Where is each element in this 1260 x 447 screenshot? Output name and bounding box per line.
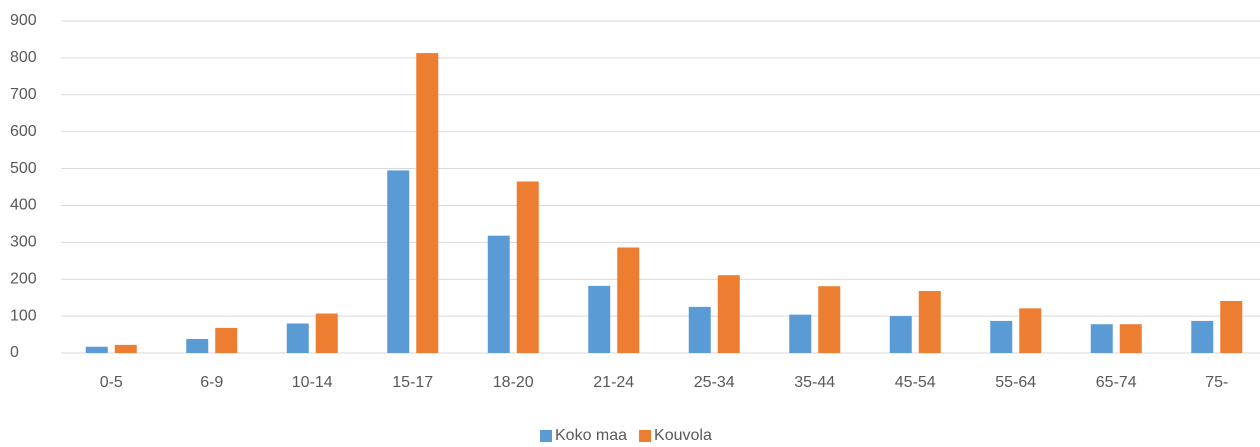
bar [1019, 308, 1042, 353]
bar [85, 346, 108, 353]
bar [1119, 324, 1142, 353]
bar [1220, 300, 1243, 353]
bar [617, 247, 640, 353]
x-tick-label: 65-74 [1096, 374, 1137, 391]
bar [186, 338, 209, 353]
y-tick-label: 200 [10, 270, 37, 287]
x-tick-label: 10-14 [292, 374, 333, 391]
x-tick-label: 35-44 [794, 374, 835, 391]
x-tick-label: 75- [1205, 374, 1228, 391]
bar [818, 286, 841, 353]
x-tick-label: 25-34 [694, 374, 735, 391]
y-tick-label: 700 [10, 86, 37, 103]
y-tick-label: 0 [10, 344, 19, 361]
bar [215, 327, 238, 353]
bar [1090, 324, 1113, 353]
bar [789, 314, 812, 353]
x-tick-label: 21-24 [593, 374, 634, 391]
bar [918, 291, 941, 353]
y-tick-label: 400 [10, 197, 37, 214]
bar [1191, 320, 1214, 353]
bar [487, 235, 510, 353]
bar [889, 316, 912, 353]
bar [286, 323, 309, 353]
x-tick-label: 55-64 [995, 374, 1036, 391]
legend-swatch [639, 430, 652, 442]
bar [416, 53, 439, 354]
bar [990, 320, 1013, 353]
x-tick-label: 45-54 [895, 374, 936, 391]
y-tick-label: 600 [10, 123, 37, 140]
bar [688, 306, 711, 353]
y-tick-label: 800 [10, 49, 37, 66]
bar [315, 313, 338, 353]
bar [717, 275, 740, 353]
x-tick-label: 15-17 [392, 374, 433, 391]
x-tick-label: 0-5 [100, 374, 123, 391]
y-tick-label: 300 [10, 234, 37, 251]
legend-label: Kouvola [654, 427, 712, 444]
y-tick-label: 500 [10, 160, 37, 177]
bar [114, 344, 137, 353]
bar [588, 285, 611, 353]
bar [387, 170, 410, 353]
bar [516, 181, 539, 353]
y-tick-label: 900 [10, 12, 37, 29]
legend-label: Koko maa [555, 427, 627, 444]
legend-swatch [540, 430, 552, 442]
y-tick-label: 100 [10, 307, 37, 324]
x-tick-label: 18-20 [493, 374, 534, 391]
x-tick-label: 6-9 [200, 374, 223, 391]
